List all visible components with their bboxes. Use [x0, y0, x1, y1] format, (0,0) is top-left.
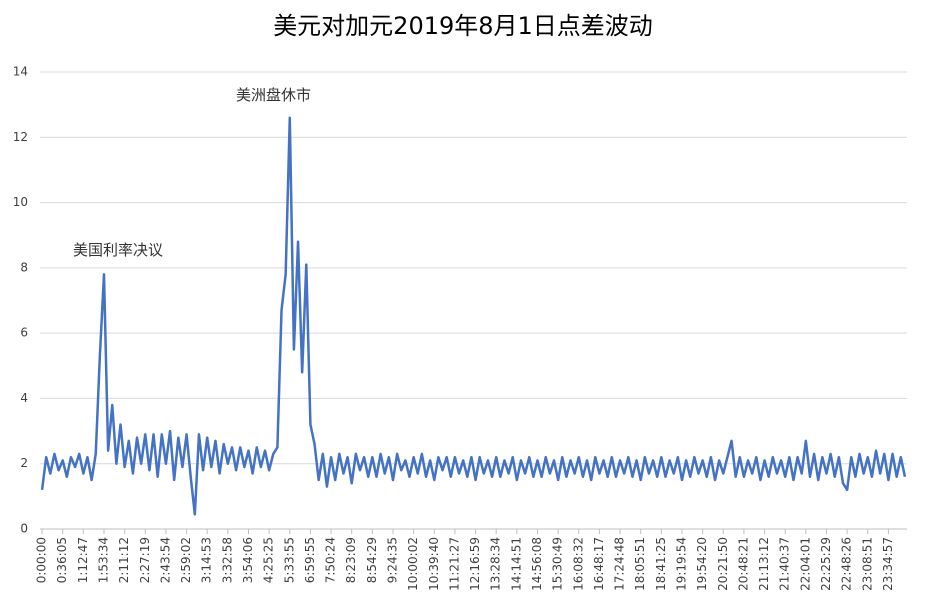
annotation: 美国利率决议 [73, 241, 163, 259]
x-tick-label: 18:05:51 [633, 537, 647, 591]
y-tick-label: 0 [20, 522, 28, 536]
x-tick-label: 17:24:48 [613, 537, 627, 591]
x-tick-label: 21:13:12 [757, 537, 771, 591]
x-tick-label: 2:59:02 [179, 537, 193, 583]
y-tick-label: 14 [13, 65, 28, 79]
x-tick-label: 22:48:26 [840, 537, 854, 591]
x-tick-label: 13:28:34 [489, 537, 503, 591]
x-tick-label: 8:54:29 [365, 537, 379, 583]
x-tick-label: 2:43:54 [158, 537, 172, 583]
x-tick-label: 3:54:06 [241, 537, 255, 583]
x-tick-label: 2:27:19 [138, 537, 152, 583]
x-tick-label: 3:32:58 [220, 537, 234, 583]
x-tick-label: 10:39:40 [427, 537, 441, 591]
x-tick-label: 4:25:25 [262, 537, 276, 583]
x-tick-label: 6:59:55 [303, 537, 317, 583]
x-tick-label: 5:33:55 [282, 537, 296, 583]
x-tick-label: 20:21:50 [716, 537, 730, 591]
x-tick-label: 11:21:27 [447, 537, 461, 591]
x-tick-label: 21:40:37 [778, 537, 792, 591]
line [40, 116, 907, 516]
x-tick-label: 22:25:29 [819, 537, 833, 591]
x-tick-label: 14:56:08 [530, 537, 544, 591]
y-tick-label: 2 [20, 456, 28, 470]
x-tick-label: 7:50:24 [324, 537, 338, 583]
x-tick-label: 10:00:02 [406, 537, 420, 591]
x-tick-label: 1:12:47 [76, 537, 90, 583]
x-tick-label: 19:19:54 [674, 537, 688, 591]
x-tick-label: 23:34:57 [881, 537, 895, 591]
x-tick-label: 1:53:34 [96, 537, 110, 583]
y-tick-label: 12 [13, 130, 28, 144]
y-tick-label: 4 [20, 391, 28, 405]
chart-title: 美元对加元2019年8月1日点差波动 [273, 12, 653, 40]
x-tick-label: 16:08:32 [571, 537, 585, 591]
x-tick-label: 12:16:59 [468, 537, 482, 591]
x-tick-label: 20:48:21 [736, 537, 750, 591]
x-tick-label: 9:24:35 [385, 537, 399, 583]
x-tick-label: 0:36:05 [55, 537, 69, 583]
x-tick-label: 0:00:00 [35, 537, 49, 583]
x-tick-label: 14:14:51 [509, 537, 523, 591]
x-tick-label: 23:08:51 [860, 537, 874, 591]
y-tick-label: 6 [20, 326, 28, 340]
x-tick-label: 18:41:25 [654, 537, 668, 591]
x-tick-label: 19:54:20 [695, 537, 709, 591]
x-tick-label: 2:11:12 [117, 537, 131, 583]
x-tick-label: 8:23:09 [344, 537, 358, 583]
y-tick-label: 8 [20, 260, 28, 274]
x-tick-label: 16:48:17 [592, 537, 606, 591]
x-tick-label: 15:30:49 [551, 537, 565, 591]
x-tick-label: 3:14:53 [200, 537, 214, 583]
y-tick-label: 10 [13, 195, 28, 209]
x-tick-label: 22:04:01 [798, 537, 812, 591]
annotation: 美洲盘休市 [236, 86, 311, 104]
